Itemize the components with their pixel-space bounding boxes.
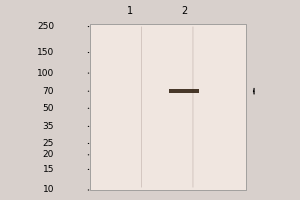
Text: 250: 250 bbox=[37, 22, 54, 31]
Text: 35: 35 bbox=[43, 122, 54, 131]
Text: 100: 100 bbox=[37, 69, 54, 78]
Bar bbox=[90, 24, 246, 190]
Text: 15: 15 bbox=[43, 165, 54, 174]
Bar bbox=[169, 89, 200, 93]
Text: 25: 25 bbox=[43, 139, 54, 148]
Text: 2: 2 bbox=[182, 6, 188, 16]
Text: 20: 20 bbox=[43, 150, 54, 159]
Text: 50: 50 bbox=[43, 104, 54, 113]
Text: 1: 1 bbox=[128, 6, 134, 16]
Text: 70: 70 bbox=[43, 87, 54, 96]
Text: 150: 150 bbox=[37, 48, 54, 57]
Text: 10: 10 bbox=[43, 186, 54, 194]
